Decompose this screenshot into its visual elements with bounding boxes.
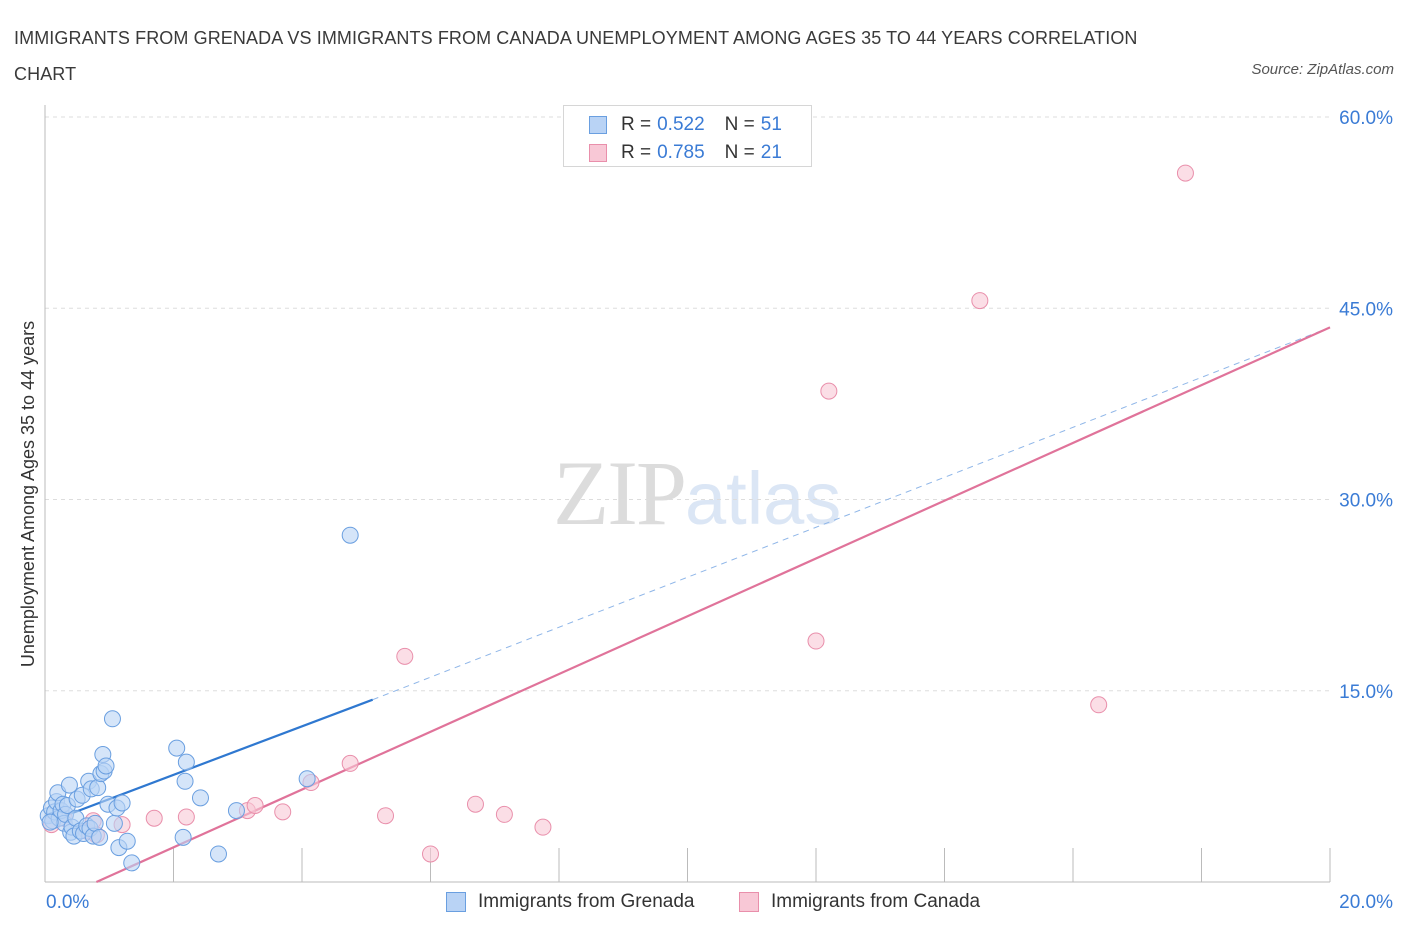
trend-line-grenada — [44, 698, 374, 825]
point-canada — [807, 632, 825, 650]
point-grenada — [103, 710, 121, 728]
point-canada — [274, 803, 292, 821]
legend-n-label: N = — [724, 142, 755, 163]
point-grenada — [113, 794, 131, 812]
bottom-legend-swatch-grenada — [446, 892, 466, 912]
legend-r-label: R = — [621, 114, 652, 135]
bottom-legend-label-grenada: Immigrants from Grenada — [478, 891, 695, 912]
point-canada — [971, 292, 989, 310]
watermark: ZIPatlas — [553, 440, 841, 546]
legend-row-grenada: R = 0.522 N = 51 — [589, 114, 782, 136]
x-tick-label: 0.0% — [46, 892, 89, 913]
chart-title: IMMIGRANTS FROM GRENADA VS IMMIGRANTS FR… — [14, 28, 1138, 84]
y-tick-label: 60.0% — [1339, 108, 1393, 129]
point-canada — [820, 382, 838, 400]
label-layer: 15.0% 30.0% 45.0% 60.0% 0.0% 20.0% Unemploymen… — [18, 108, 1393, 913]
point-grenada — [177, 753, 195, 771]
point-canada — [177, 808, 195, 826]
correlation-legend: R = 0.522 N = 51 R = 0.785 N = 21 — [563, 105, 812, 167]
bottom-legend-grenada: Immigrants from Grenada — [446, 889, 694, 915]
point-grenada — [174, 828, 192, 846]
point-canada — [422, 845, 439, 863]
grid-layer — [45, 116, 1330, 692]
trend-line-grenada-extension — [372, 326, 1331, 701]
point-canada — [1090, 696, 1108, 714]
y-axis-title: Unemployment Among Ages 35 to 44 years — [18, 321, 38, 667]
x-tick-label: 20.0% — [1339, 892, 1393, 913]
point-grenada — [227, 802, 245, 820]
watermark-atlas: atlas — [685, 457, 842, 540]
point-grenada — [123, 854, 141, 872]
point-canada — [341, 754, 359, 772]
y-tick-label: 30.0% — [1339, 491, 1393, 512]
legend-r-value-grenada: 0.522 — [657, 114, 705, 135]
trend-layer — [44, 326, 1331, 884]
point-grenada — [176, 772, 194, 790]
point-grenada — [91, 828, 109, 846]
trend-line-canada — [95, 326, 1331, 884]
legend-swatch-canada — [589, 144, 607, 162]
legend-r-value-canada: 0.785 — [657, 142, 705, 163]
y-tick-label: 15.0% — [1339, 682, 1393, 703]
bottom-legend-swatch-canada — [739, 892, 759, 912]
point-canada — [1176, 164, 1194, 182]
source-credit: Source: ZipAtlas.com — [1251, 61, 1394, 78]
point-canada — [534, 818, 552, 836]
axis-layer — [44, 105, 1331, 883]
legend-n-value-canada: 21 — [760, 142, 782, 163]
y-tick-label: 45.0% — [1339, 299, 1393, 320]
legend-n-label: N = — [724, 114, 755, 135]
point-grenada — [118, 832, 136, 850]
legend-r-label: R = — [621, 142, 652, 163]
point-canada — [145, 809, 163, 827]
bottom-legend-label-canada: Immigrants from Canada — [771, 891, 981, 912]
point-grenada — [168, 739, 186, 757]
point-layer — [39, 164, 1194, 872]
point-grenada — [41, 813, 59, 831]
point-grenada — [191, 789, 209, 807]
point-grenada — [105, 814, 123, 832]
watermark-zip: ZIP — [553, 442, 687, 544]
bottom-legend-canada: Immigrants from Canada — [739, 889, 980, 915]
point-canada — [246, 797, 264, 814]
legend-swatch-grenada — [589, 116, 607, 134]
point-canada — [466, 795, 484, 813]
point-canada — [396, 647, 414, 665]
point-grenada — [97, 757, 115, 775]
point-grenada — [60, 776, 78, 794]
point-grenada — [209, 845, 227, 863]
point-grenada — [298, 770, 316, 788]
point-canada — [377, 807, 395, 825]
legend-row-canada: R = 0.785 N = 21 — [589, 142, 782, 164]
point-grenada — [341, 526, 359, 544]
legend-n-value-grenada: 51 — [760, 114, 782, 135]
point-canada — [495, 805, 513, 823]
point-grenada — [89, 779, 107, 797]
